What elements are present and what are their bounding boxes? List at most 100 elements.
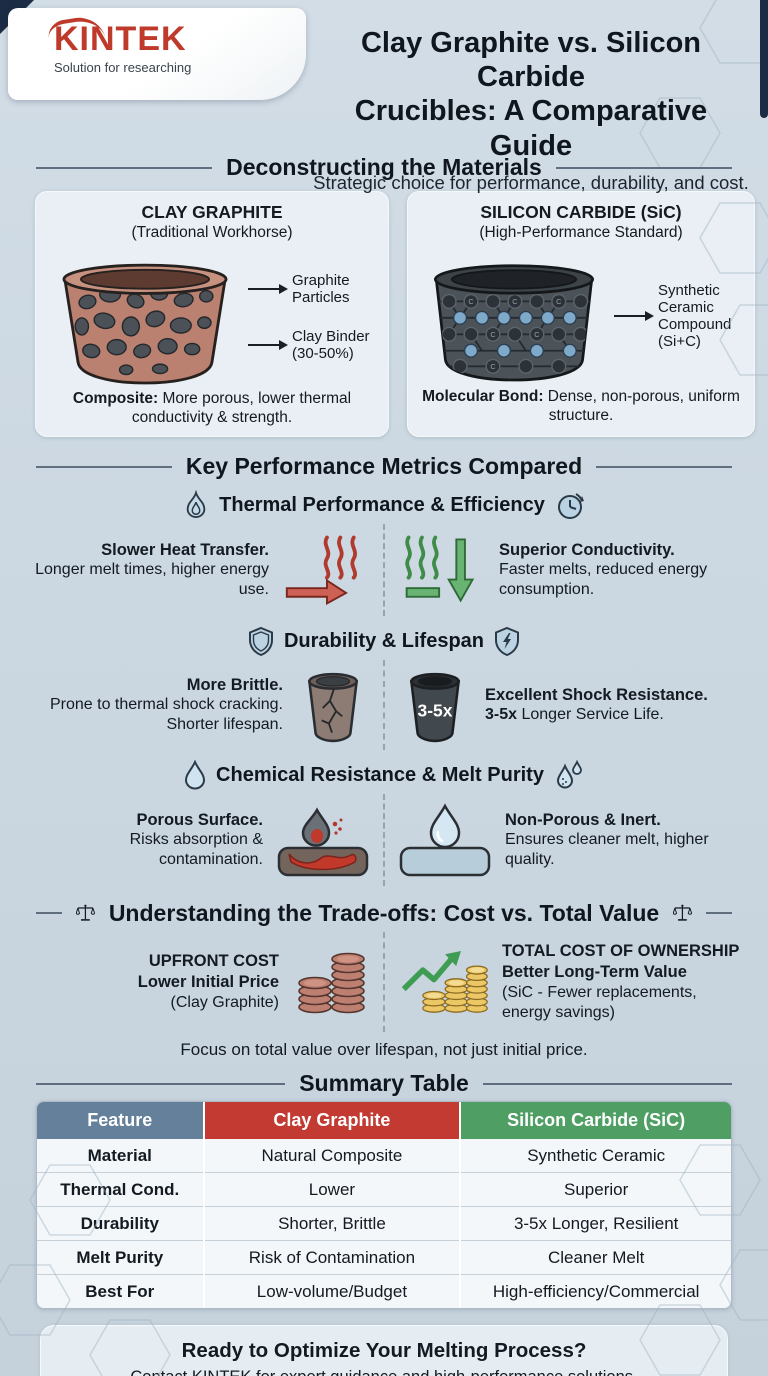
title-block: Clay Graphite vs. Silicon Carbide Crucib… xyxy=(306,0,768,194)
thermal-right-text: Superior Conductivity. Faster melts, red… xyxy=(499,540,739,601)
rule-right xyxy=(482,1082,732,1085)
clay-caption-lead: Composite: xyxy=(72,390,159,407)
clay-graphite-card: CLAY GRAPHITE (Traditional Workhorse) xyxy=(35,191,389,437)
chemical-right-bold: Non-Porous & Inert. xyxy=(505,810,661,829)
rule-left xyxy=(36,1082,286,1085)
durability-right-lead: 3-5x xyxy=(485,706,518,724)
table-row: Thermal Cond. Lower Superior xyxy=(37,1172,731,1207)
cell-clay: Low-volume/Budget xyxy=(202,1274,461,1308)
chemical-left-text: Porous Surface. Risks absorption & conta… xyxy=(23,810,263,871)
durability-left-bold: More Brittle. xyxy=(186,675,283,694)
cost-left-line2: Lower Initial Price xyxy=(137,973,279,991)
page-title-line2: Crucibles: A Comparative Guide xyxy=(354,95,708,162)
section-heading-materials-text: Deconstructing the Materials xyxy=(226,154,542,180)
cost-right-line2: Better Long-Term Value xyxy=(502,963,687,981)
cracked-crucible-icon xyxy=(307,672,359,743)
silicon-carbide-card: SILICON CARBIDE (SiC) (High-Performance … xyxy=(407,191,755,437)
section-heading-summary-text: Summary Table xyxy=(299,1070,469,1096)
thermal-left-bold: Slower Heat Transfer. xyxy=(101,540,269,559)
cell-sic: High-efficiency/Commercial xyxy=(459,1274,731,1308)
arrow-right-icon xyxy=(248,340,288,351)
cell-sic: Superior xyxy=(459,1172,731,1207)
rule-left xyxy=(36,465,172,468)
svg-text:C: C xyxy=(468,297,473,306)
cell-feature: Melt Purity xyxy=(37,1240,204,1275)
svg-text:C: C xyxy=(490,330,495,339)
badge-3-5x: 3-5x xyxy=(418,700,453,720)
section-heading-materials: Deconstructing the Materials xyxy=(36,154,732,181)
durability-left-detail: Prone to thermal shock cracking. Shorter… xyxy=(50,696,283,734)
cost-left-line1: UPFRONT COST xyxy=(148,952,279,971)
dashed-divider xyxy=(383,794,385,886)
sic-card-title: SILICON CARBIDE (SiC) xyxy=(480,202,682,222)
durability-right-detail: 3-5x Longer Service Life. xyxy=(485,705,708,725)
sic-caption-lead: Molecular Bond: xyxy=(422,388,544,405)
thermal-subheading-text: Thermal Performance & Efficiency xyxy=(219,493,545,516)
table-row: Best For Low-volume/Budget High-efficien… xyxy=(37,1274,731,1308)
chemical-subheading-text: Chemical Resistance & Melt Purity xyxy=(216,763,544,786)
section-heading-summary: Summary Table xyxy=(36,1070,732,1097)
clay-caption-rest: More porous, lower thermal conductivity … xyxy=(131,390,352,426)
sic-caption: Molecular Bond: Dense, non-porous, unifo… xyxy=(418,388,744,425)
cta-banner: Ready to Optimize Your Melting Process? … xyxy=(40,1325,728,1376)
cell-clay: Natural Composite xyxy=(202,1139,461,1173)
thermal-left-text: Slower Heat Transfer. Longer melt times,… xyxy=(29,540,269,601)
rule-right xyxy=(596,465,733,468)
flame-icon xyxy=(186,490,206,518)
coins-brown-icon xyxy=(298,952,365,1014)
dashed-divider xyxy=(383,524,385,616)
clay-labels: Graphite Particles Clay Binder (30-50%) xyxy=(248,272,378,363)
edge-accent-right xyxy=(760,0,768,118)
brand-logo-card: KINTEK Solution for researching xyxy=(8,8,306,100)
chemical-right-text: Non-Porous & Inert. Ensures cleaner melt… xyxy=(505,810,745,871)
cost-left-text: UPFRONT COST Lower Initial Price (Clay G… xyxy=(138,951,279,1012)
thermal-right-detail: Faster melts, reduced energy consumption… xyxy=(499,561,708,599)
dashed-divider xyxy=(383,932,385,1032)
sic-card-subtitle: (High-Performance Standard) xyxy=(479,224,683,241)
cell-feature: Durability xyxy=(37,1206,204,1241)
cost-left-line3: (Clay Graphite) xyxy=(170,993,279,1011)
page-subtitle: Strategic choice for performance, durabi… xyxy=(313,171,749,193)
durability-right-text: Excellent Shock Resistance. 3-5x Longer … xyxy=(485,685,708,726)
sic-caption-rest: Dense, non-porous, uniform structure. xyxy=(543,388,740,424)
heat-transfer-slow-icon xyxy=(285,535,357,605)
cost-comparison-row: UPFRONT COST Lower Initial Price (Clay G… xyxy=(18,932,750,1032)
cell-clay: Shorter, Brittle xyxy=(202,1206,461,1241)
durability-subheading: Durability & Lifespan xyxy=(0,626,768,656)
dashed-divider xyxy=(383,660,385,750)
durability-right-bold: Excellent Shock Resistance. xyxy=(485,685,708,704)
coins-growth-icon xyxy=(401,951,488,1013)
cost-right-text: TOTAL COST OF OWNERSHIP Better Long-Term… xyxy=(502,941,750,1022)
table-row: Material Natural Composite Synthetic Cer… xyxy=(37,1139,731,1173)
column-header-feature: Feature xyxy=(37,1102,204,1139)
clay-card-title: CLAY GRAPHITE xyxy=(141,202,283,222)
thermal-subheading: Thermal Performance & Efficiency xyxy=(0,490,768,520)
section-heading-tradeoffs-text: Understanding the Trade-offs: Cost vs. T… xyxy=(108,899,660,926)
chemical-left-bold: Porous Surface. xyxy=(136,810,263,829)
durable-crucible-icon: 3-5x xyxy=(409,672,461,743)
cell-feature: Thermal Cond. xyxy=(37,1172,204,1207)
svg-text:C: C xyxy=(534,330,539,339)
chemical-comparison-row: Porous Surface. Risks absorption & conta… xyxy=(18,794,750,886)
clay-crucible-illustration xyxy=(62,263,228,385)
scale-icon xyxy=(76,904,95,921)
table-row: Melt Purity Risk of Contamination Cleane… xyxy=(37,1240,731,1275)
label-clay-binder: Clay Binder (30-50%) xyxy=(292,328,370,363)
thermal-right-bold: Superior Conductivity. xyxy=(499,540,675,559)
label-synthetic-compound: Synthetic Ceramic Compound (Si+C) xyxy=(658,281,732,351)
durability-comparison-row: More Brittle. Prone to thermal shock cra… xyxy=(18,660,750,750)
summary-table: Feature Clay Graphite Silicon Carbide (S… xyxy=(36,1101,732,1309)
chemical-left-detail: Risks absorption & contamination. xyxy=(129,831,263,869)
durability-subheading-text: Durability & Lifespan xyxy=(283,629,485,652)
section-heading-tradeoffs: Understanding the Trade-offs: Cost vs. T… xyxy=(36,898,732,928)
cell-sic: Synthetic Ceramic xyxy=(459,1139,731,1173)
section-heading-metrics-text: Key Performance Metrics Compared xyxy=(185,453,583,479)
sic-crucible-illustration: C C C C C C xyxy=(434,264,594,382)
chemical-subheading: Chemical Resistance & Melt Purity xyxy=(0,760,768,790)
svg-text:C: C xyxy=(512,297,517,306)
cta-heading: Ready to Optimize Your Melting Process? xyxy=(181,1339,587,1362)
heat-transfer-fast-icon xyxy=(405,535,475,603)
material-cards: CLAY GRAPHITE (Traditional Workhorse) xyxy=(0,185,768,437)
durability-right-rest: Longer Service Life. xyxy=(517,706,664,724)
